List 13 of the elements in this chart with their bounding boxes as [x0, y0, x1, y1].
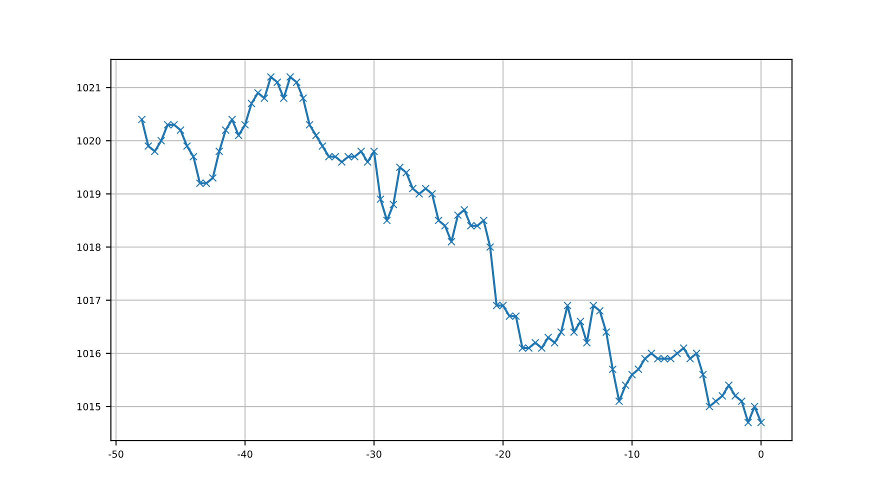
x-tick-label: 0 [758, 450, 764, 458]
y-tick-label: 1016 [77, 350, 101, 358]
x-tick-label: -30 [366, 450, 382, 458]
x-tick-label: -50 [108, 450, 124, 458]
x-tick-label: -10 [624, 450, 640, 458]
y-tick-label: 1021 [77, 84, 100, 92]
y-tick-label: 1015 [77, 403, 100, 410]
y-tick-label: 1018 [77, 244, 100, 251]
y-tick-label: 1020 [77, 137, 101, 145]
x-tick-label: -20 [496, 450, 510, 458]
y-tick-label: 1017 [77, 296, 100, 304]
x-tick-label: -40 [238, 450, 252, 458]
y-tick-label: 1019 [77, 190, 100, 198]
